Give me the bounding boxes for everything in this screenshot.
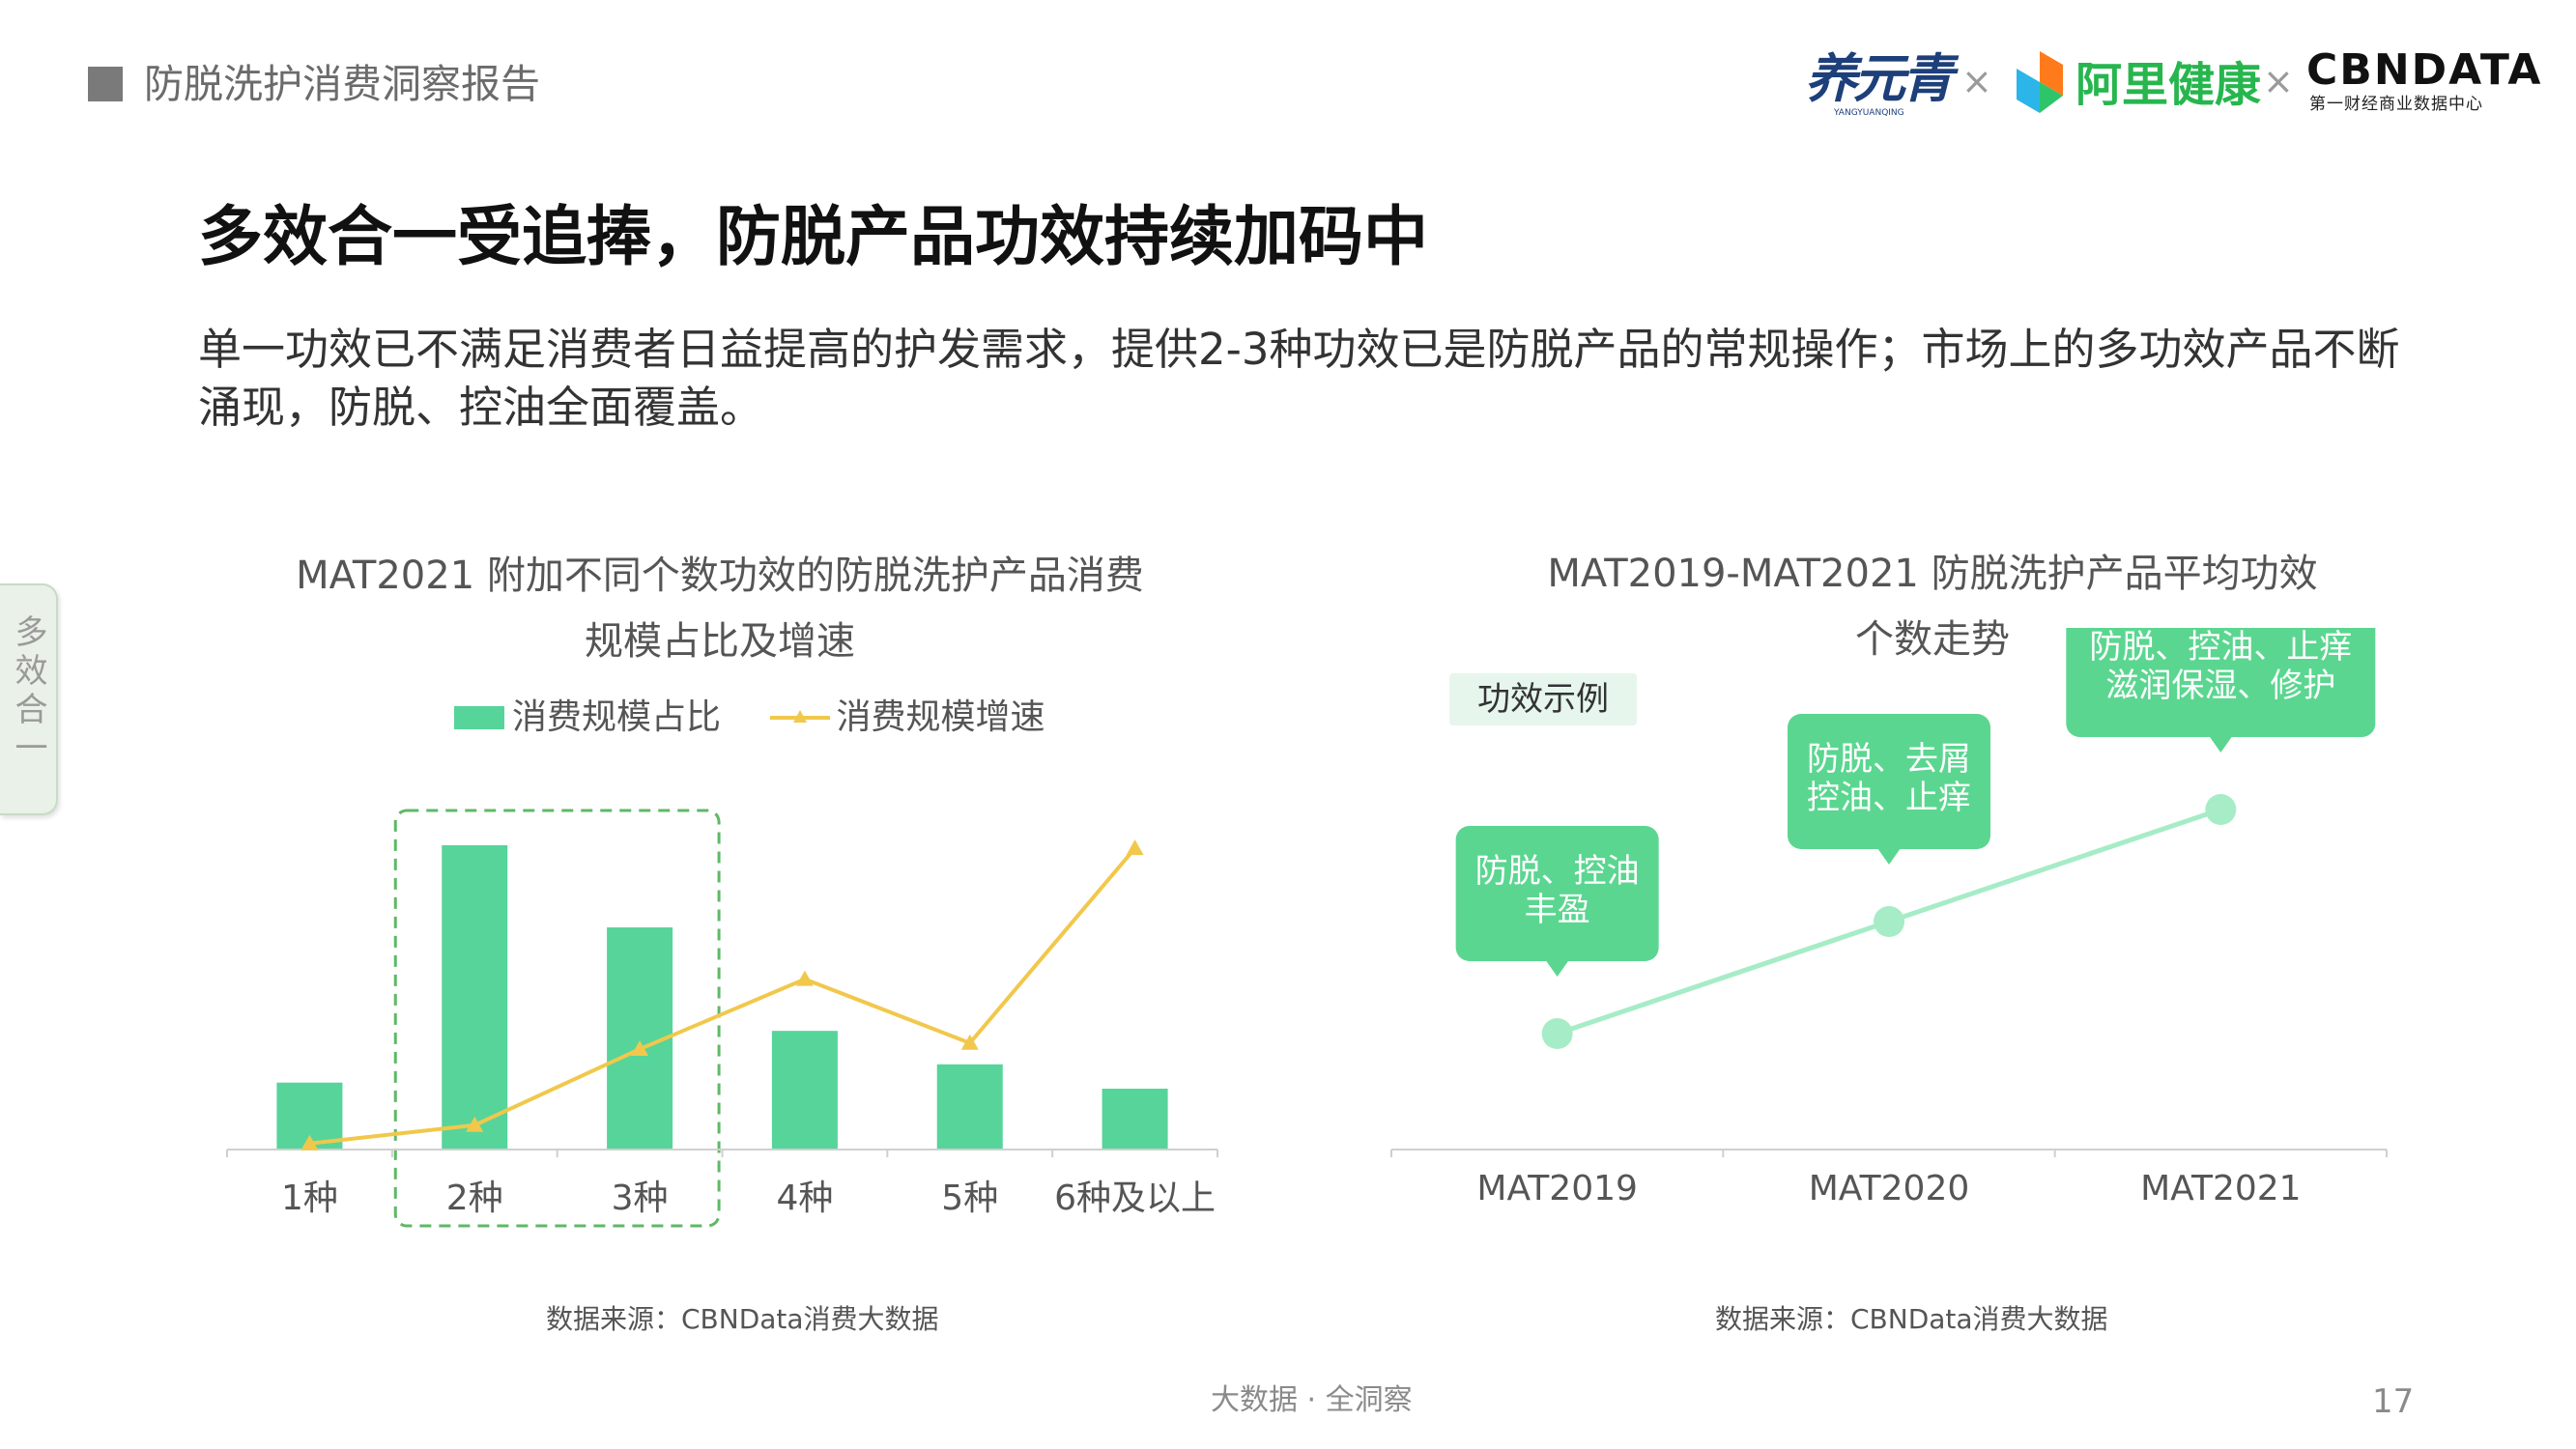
- x-tick-label: 5种: [941, 1179, 998, 1218]
- cbndata-logo: CBNDATA: [2306, 45, 2543, 95]
- report-title: 防脱洗护消费洞察报告: [144, 61, 540, 107]
- callout-pointer: [1545, 960, 1569, 977]
- callout-text-line2: 控油、止痒: [1807, 779, 1971, 817]
- growth-point-6: [1126, 839, 1144, 856]
- logo-separator-1: ×: [1961, 60, 1992, 102]
- legend-bar-swatch: [454, 706, 504, 729]
- callout-bubble: [2066, 628, 2376, 737]
- x-tick-label: 4种: [776, 1179, 833, 1218]
- legend-line-label: 消费规模增速: [836, 697, 1045, 737]
- x-tick-label: 1种: [281, 1179, 338, 1218]
- growth-point-5: [960, 1034, 979, 1050]
- growth-point-1: [301, 1134, 319, 1151]
- x-tick-label: 2种: [446, 1179, 503, 1218]
- intro-paragraph: 单一功效已不满足消费者日益提高的护发需求，提供2-3种功效已是防脱产品的常规操作…: [198, 324, 2400, 433]
- x-tick-label: MAT2021: [2140, 1169, 2302, 1208]
- right-chart-title-line1: MAT2019-MAT2021 防脱洗护产品平均功效: [1547, 552, 2318, 596]
- legend-line-swatch-icon: [770, 710, 831, 723]
- growth-point-3: [631, 1040, 649, 1057]
- x-tick-label: MAT2020: [1809, 1169, 1970, 1208]
- legend-bar-item: 消费规模占比: [454, 696, 721, 739]
- x-tick-label: MAT2019: [1476, 1169, 1638, 1208]
- bar-5: [936, 1064, 1003, 1150]
- footer-tagline: 大数据 · 全洞察: [1211, 1383, 1413, 1417]
- callout-bubble: [1455, 826, 1659, 961]
- callout-text-line1: 防脱、去屑: [1807, 740, 1971, 779]
- bar-2: [442, 845, 508, 1150]
- left-chart-title: MAT2021 附加不同个数功效的防脱洗护产品消费 规模占比及增速: [222, 543, 1217, 674]
- x-tick-label: 3种: [612, 1179, 669, 1218]
- left-chart-plot: 1种 2种 3种 4种 5种 6种及以上: [226, 809, 1218, 1228]
- legend-line-item: 消费规模增速: [770, 696, 1045, 739]
- trend-point-1: [1541, 1018, 1573, 1049]
- header-marker: [88, 67, 123, 101]
- alibaba-health-mark-icon: [2017, 51, 2063, 113]
- callout-pointer: [1877, 848, 1901, 865]
- side-section-tab: 多效合一: [0, 583, 58, 815]
- left-chart-title-line2: 规模占比及增速: [585, 619, 855, 664]
- highlight-box: [393, 809, 721, 1228]
- callout-text-line1: 防脱、控油、止痒: [2089, 628, 2352, 667]
- page-title: 多效合一受追捧，防脱产品功效持续加码中: [198, 199, 1428, 274]
- bar-6: [1102, 1089, 1168, 1150]
- bar-4: [771, 1031, 838, 1150]
- trend-point-2: [1874, 906, 1904, 937]
- right-chart-title: MAT2019-MAT2021 防脱洗护产品平均功效 个数走势: [1440, 541, 2425, 672]
- growth-point-4: [795, 970, 814, 986]
- callout-text-line2: 滋润保湿、修护: [2105, 667, 2335, 705]
- x-tick-label: 6种及以上: [1054, 1179, 1216, 1218]
- callout-bubble: [1788, 714, 1990, 849]
- callout-text-line2: 丰盈: [1525, 891, 1590, 929]
- trend-point-3: [2205, 794, 2237, 825]
- right-chart-title-line2: 个数走势: [1855, 617, 2010, 662]
- callout-text-line1: 防脱、控油: [1475, 852, 1640, 891]
- left-chart-source: 数据来源：CBNData消费大数据: [546, 1303, 939, 1335]
- growth-point-2: [466, 1116, 484, 1132]
- left-chart-legend: 消费规模占比 消费规模增速: [454, 696, 1083, 740]
- left-chart-title-line1: MAT2021 附加不同个数功效的防脱洗护产品消费: [296, 554, 1144, 598]
- growth-line: [309, 846, 1137, 1146]
- yangyuanqing-logo: 养元青 YANGYUANQING: [1805, 47, 1954, 121]
- example-label-badge: 功效示例: [1449, 673, 1637, 725]
- yangyuanqing-logo-sub: YANGYUANQING: [1834, 108, 1904, 118]
- right-chart-source: 数据来源：CBNData消费大数据: [1715, 1303, 2108, 1335]
- cbndata-logo-sub: 第一财经商业数据中心: [2309, 95, 2483, 114]
- logo-separator-2: ×: [2263, 60, 2294, 102]
- callout-pointer: [2209, 736, 2233, 753]
- side-section-tab-label: 多效合一: [9, 614, 47, 769]
- alibaba-health-logo-text: 阿里健康: [2075, 58, 2262, 112]
- yangyuanqing-logo-text: 养元青: [1805, 47, 1954, 109]
- legend-bar-label: 消费规模占比: [512, 697, 722, 737]
- page-number: 17: [2372, 1382, 2415, 1421]
